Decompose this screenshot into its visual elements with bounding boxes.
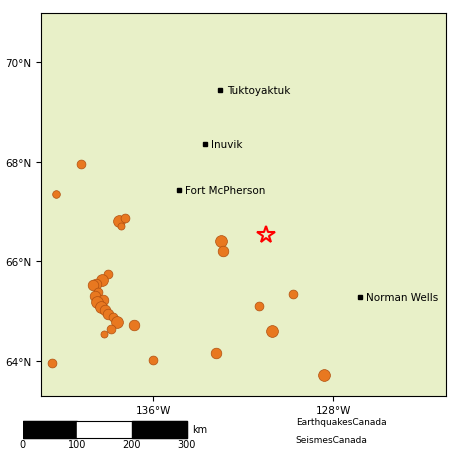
- Point: [114, 319, 121, 326]
- Text: Inuvik: Inuvik: [212, 140, 243, 150]
- Point: [109, 314, 116, 321]
- Text: Fort McPherson: Fort McPherson: [185, 186, 266, 196]
- Text: EarthquakesCanada: EarthquakesCanada: [296, 417, 386, 426]
- Point: [100, 330, 107, 338]
- Point: [94, 299, 101, 306]
- Point: [117, 222, 125, 230]
- Point: [49, 360, 56, 367]
- Point: [289, 290, 297, 298]
- Point: [89, 282, 96, 289]
- Point: [150, 356, 157, 364]
- Point: [97, 304, 104, 311]
- Point: [91, 293, 99, 300]
- Point: [256, 303, 263, 310]
- Point: [217, 238, 225, 245]
- Point: [131, 322, 138, 329]
- Point: [98, 277, 105, 284]
- Point: [107, 325, 114, 333]
- Point: [115, 217, 122, 225]
- Text: SeismesCanada: SeismesCanada: [296, 435, 368, 444]
- Text: 200: 200: [123, 439, 141, 449]
- Text: 0: 0: [20, 439, 26, 449]
- Text: Tuktoyaktuk: Tuktoyaktuk: [227, 86, 291, 96]
- Text: 300: 300: [177, 439, 196, 449]
- Point: [101, 307, 109, 314]
- Point: [268, 328, 275, 335]
- Point: [219, 248, 227, 256]
- Point: [92, 281, 100, 288]
- Point: [99, 297, 106, 304]
- Point: [95, 289, 102, 296]
- Point: [213, 350, 220, 357]
- Point: [121, 214, 129, 222]
- Text: Norman Wells: Norman Wells: [366, 293, 439, 303]
- Point: [321, 371, 328, 379]
- Point: [52, 191, 59, 198]
- Point: [78, 162, 85, 169]
- Bar: [23, 421, 187, 438]
- Point: [105, 310, 112, 318]
- Text: km: km: [192, 425, 207, 435]
- Text: 100: 100: [68, 439, 86, 449]
- Point: [105, 271, 112, 278]
